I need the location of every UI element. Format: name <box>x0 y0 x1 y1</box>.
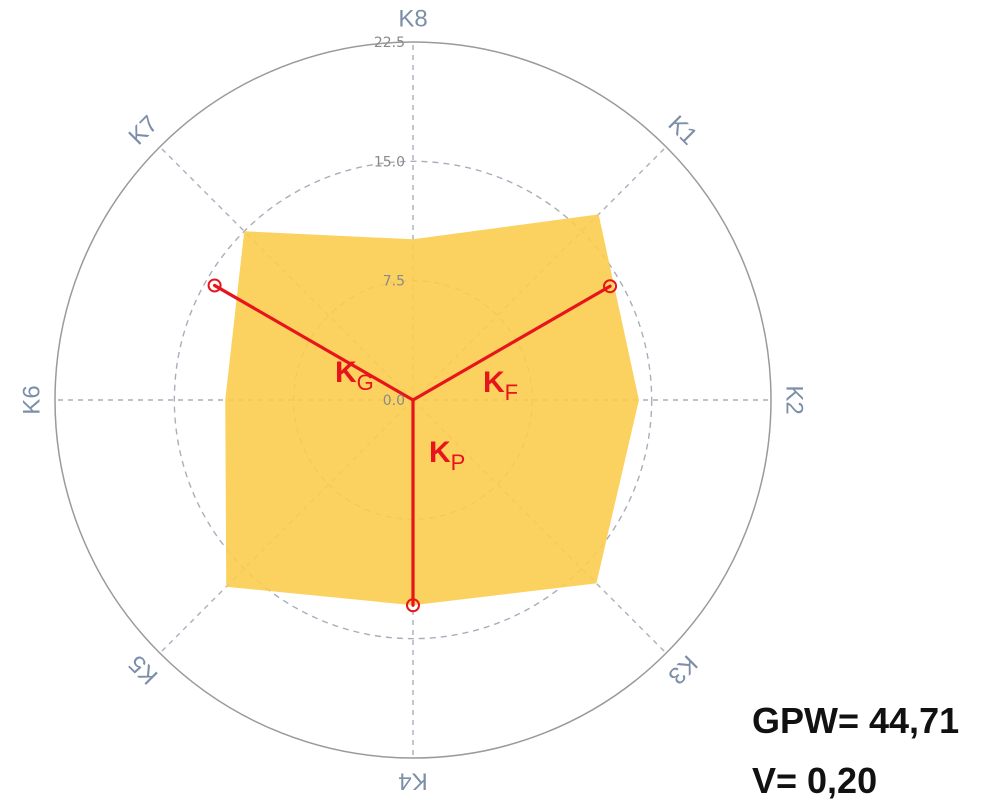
vector-endpoint-kp <box>406 598 420 613</box>
gpw-value: GPW= 44,71 <box>752 700 960 741</box>
grid-ring-22.5 <box>54 41 772 759</box>
tick-label: 22.5 <box>374 35 405 51</box>
axis-label-k5: K5 <box>124 650 164 690</box>
axis-label-k3: K3 <box>663 650 703 690</box>
vector-label-kg: KG <box>335 356 374 395</box>
vector-endpoint-kf <box>603 279 618 294</box>
axis-label-k1: K1 <box>663 111 703 151</box>
vector-kg <box>212 283 415 402</box>
tick-label: 15.0 <box>374 154 405 170</box>
axis-label-k7: K7 <box>124 111 164 151</box>
data-polygon <box>225 214 639 606</box>
grid-ring-15.0 <box>173 160 653 640</box>
axis-label-k8: K8 <box>398 5 427 32</box>
vector-kf <box>411 284 612 402</box>
tick-label: 0.0 <box>383 393 405 409</box>
v-value: V= 0,20 <box>752 760 878 801</box>
axis-label-k6: K6 <box>18 385 45 414</box>
vector-endpoint-kg <box>207 278 222 293</box>
tick-label: 7.5 <box>383 274 405 290</box>
axis-label-k2: K2 <box>781 385 808 414</box>
axis-label-k4: K4 <box>398 768 427 795</box>
